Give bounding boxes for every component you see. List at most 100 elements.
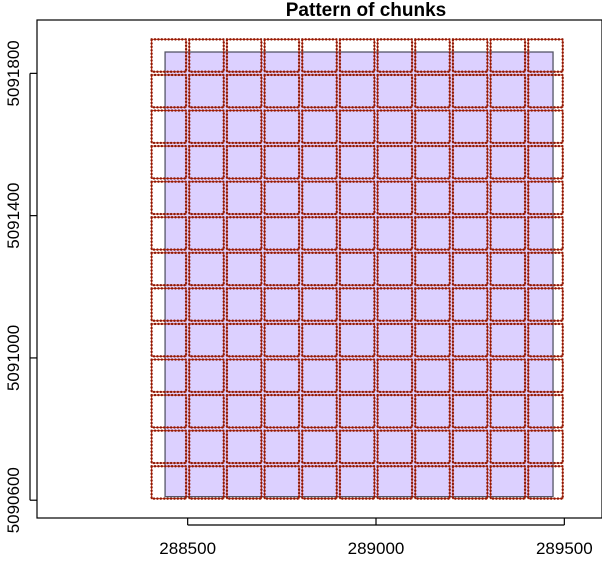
chunk-cell	[338, 393, 376, 429]
chunk-beads	[263, 144, 301, 180]
chunk-beads	[414, 73, 451, 109]
chunk-beads	[263, 287, 301, 322]
chunk-beads	[414, 465, 451, 500]
chunk-beads	[150, 109, 188, 145]
chunk-cell	[527, 251, 564, 287]
plot-box	[36, 19, 602, 519]
chunk-cell	[263, 216, 301, 251]
chunk-cell	[376, 38, 414, 73]
chunk-cell	[376, 109, 414, 145]
chunk-beads	[489, 180, 527, 216]
x-tick-label: 289000	[348, 539, 405, 558]
chunk-beads	[225, 322, 263, 358]
chunk-cell	[301, 287, 338, 322]
chunk-cell	[225, 144, 263, 180]
chunk-cell	[225, 73, 263, 109]
chunk-cell	[527, 144, 564, 180]
chunk-beads	[301, 109, 338, 145]
chunk-cell	[527, 358, 564, 394]
chunk-beads	[527, 322, 564, 358]
chunk-beads	[527, 180, 564, 216]
chunk-beads	[376, 216, 414, 251]
data-layer	[150, 38, 564, 500]
chunk-beads	[527, 109, 564, 145]
x-tick-label: 289500	[536, 539, 593, 558]
chunk-cell	[150, 180, 188, 216]
chunk-beads	[489, 322, 527, 358]
chunk-beads	[451, 429, 489, 465]
chunk-cell	[338, 322, 376, 358]
chunk-beads	[489, 287, 527, 322]
chunk-beads	[188, 144, 225, 180]
chunk-beads	[376, 144, 414, 180]
chunk-cell	[150, 358, 188, 394]
chunk-cell	[188, 322, 225, 358]
chunk-cell	[338, 73, 376, 109]
chunk-beads	[301, 73, 338, 109]
chunk-beads	[414, 287, 451, 322]
chunk-cell	[489, 465, 527, 500]
chunk-beads	[150, 358, 188, 394]
chunk-cell	[150, 109, 188, 145]
chunk-cell	[489, 73, 527, 109]
chunk-beads	[301, 429, 338, 465]
chunk-beads	[188, 73, 225, 109]
chunk-beads	[376, 73, 414, 109]
chunk-cell	[301, 38, 338, 73]
chunk-cell	[451, 144, 489, 180]
chunk-beads	[188, 109, 225, 145]
chunk-beads	[225, 109, 263, 145]
chunk-cell	[150, 287, 188, 322]
chunk-cell	[527, 109, 564, 145]
chunk-beads	[489, 465, 527, 500]
chunk-cell	[451, 251, 489, 287]
chunk-cell	[301, 109, 338, 145]
chunk-cell	[188, 429, 225, 465]
chunk-beads	[188, 38, 225, 73]
chunk-beads	[527, 358, 564, 394]
chunk-cell	[150, 73, 188, 109]
chunk-cell	[263, 73, 301, 109]
chunk-cell	[451, 429, 489, 465]
chunk-beads	[338, 287, 376, 322]
chunk-cell	[338, 216, 376, 251]
chunk-cell	[301, 73, 338, 109]
chunk-cell	[263, 109, 301, 145]
chunk-beads	[188, 429, 225, 465]
chunk-cell	[451, 38, 489, 73]
chunk-cell	[188, 144, 225, 180]
chunk-cell	[225, 251, 263, 287]
chunk-beads	[225, 180, 263, 216]
chunk-cell	[414, 216, 451, 251]
chunk-cell	[301, 393, 338, 429]
chunk-beads	[527, 73, 564, 109]
chunk-cell	[225, 180, 263, 216]
chunk-cell	[414, 393, 451, 429]
chunk-beads	[188, 465, 225, 500]
chunk-cell	[301, 465, 338, 500]
chunk-cell	[376, 216, 414, 251]
chunk-beads	[338, 38, 376, 73]
chunk-beads	[150, 393, 188, 429]
chunk-beads	[451, 465, 489, 500]
chunk-beads	[527, 216, 564, 251]
chunk-cell	[301, 180, 338, 216]
chunk-cell	[414, 38, 451, 73]
chunk-beads	[489, 251, 527, 287]
chunk-grid	[150, 38, 564, 500]
chunk-beads	[376, 287, 414, 322]
chunk-beads	[376, 429, 414, 465]
chunk-cell	[527, 287, 564, 322]
chunk-beads	[414, 180, 451, 216]
chunk-cell	[188, 287, 225, 322]
chunk-cell	[188, 180, 225, 216]
chunk-cell	[376, 287, 414, 322]
chunk-cell	[225, 465, 263, 500]
chunk-beads	[489, 216, 527, 251]
chunk-beads	[301, 393, 338, 429]
chunk-beads	[451, 393, 489, 429]
chunk-beads	[338, 144, 376, 180]
chunk-beads	[338, 109, 376, 145]
chunk-cell	[338, 38, 376, 73]
